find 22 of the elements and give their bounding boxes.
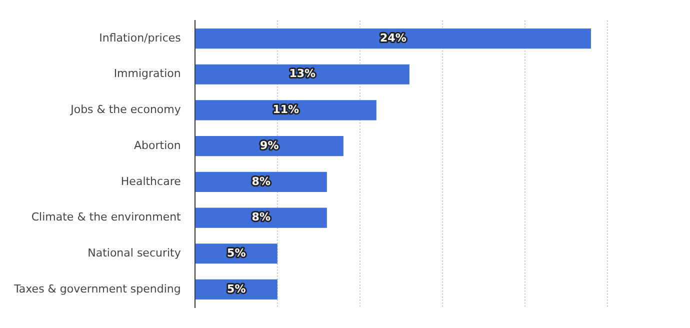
y-tick-label: Healthcare <box>120 174 182 188</box>
data-label: 5% <box>227 246 246 260</box>
y-tick-label: Taxes & government spending <box>12 282 181 296</box>
data-label: 8% <box>252 210 270 224</box>
y-tick-label: Abortion <box>134 138 181 152</box>
data-label: 5% <box>227 282 246 296</box>
bar <box>195 172 327 192</box>
bar <box>195 208 327 228</box>
data-label: 9% <box>260 138 279 152</box>
bar <box>195 136 344 156</box>
y-tick-label: Inflation/prices <box>99 31 182 44</box>
y-tick-label: Climate & the environment <box>31 210 182 224</box>
bar <box>195 28 591 49</box>
y-tick-label: National security <box>88 246 182 260</box>
bar <box>195 100 376 120</box>
data-label: 13% <box>289 67 316 80</box>
y-tick-label: Immigration <box>114 67 181 80</box>
y-tick-label: Jobs & the economy <box>70 103 182 116</box>
bar <box>195 64 410 84</box>
data-label: 24% <box>380 31 406 44</box>
data-label: 8% <box>252 174 270 188</box>
data-label: 11% <box>272 103 300 116</box>
